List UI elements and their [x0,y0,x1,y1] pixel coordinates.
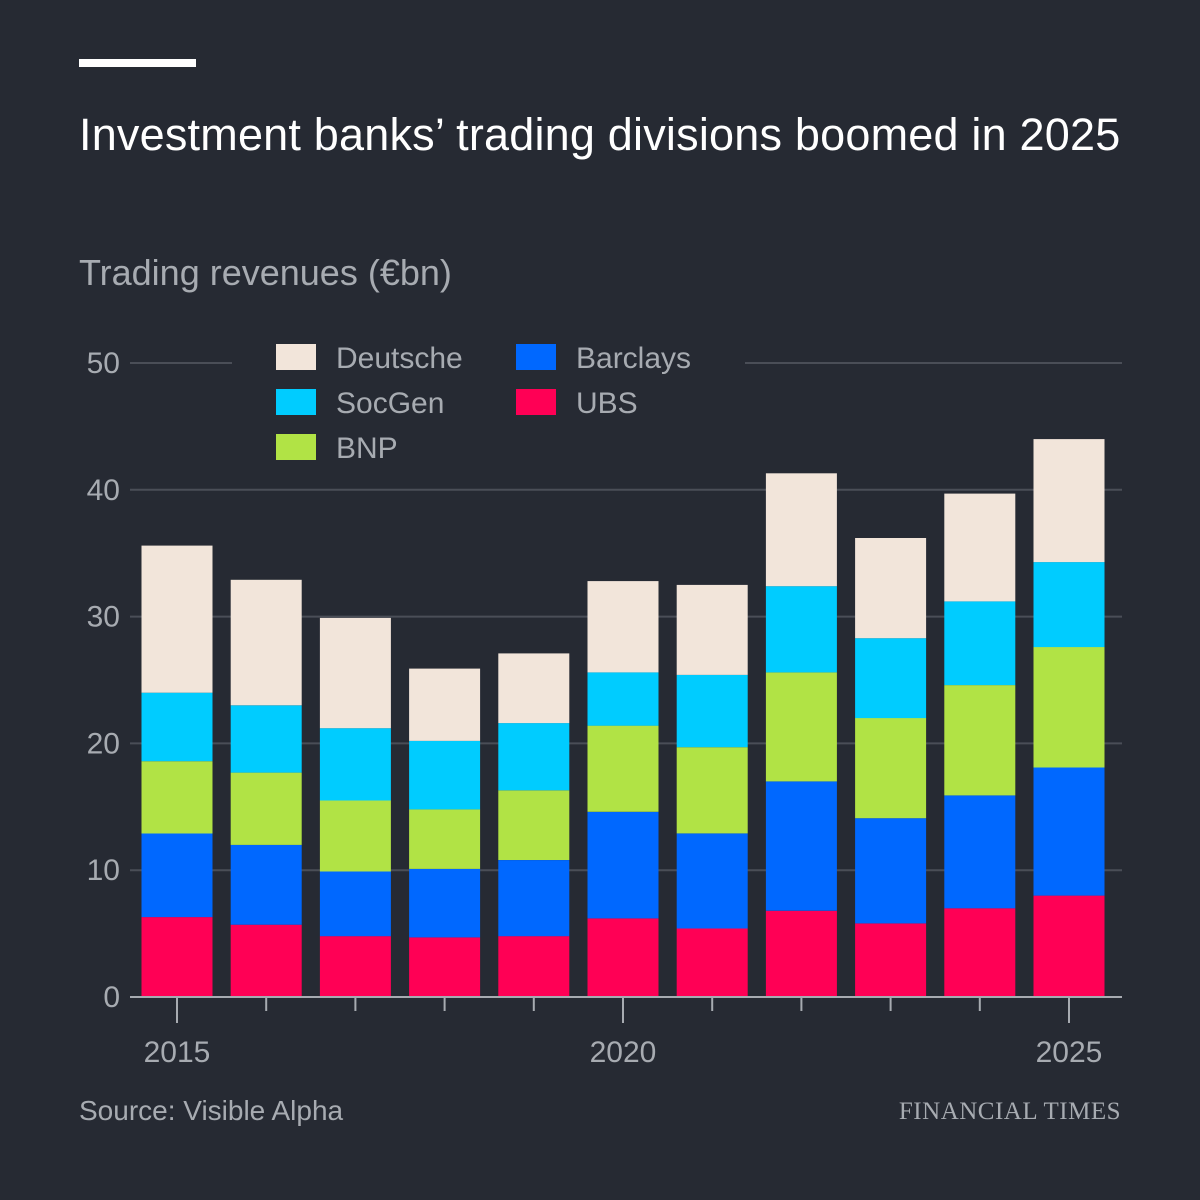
bar-segment-barclays-2017 [319,871,391,937]
y-tick-label: 30 [87,601,120,634]
bar-segment-barclays-2021 [676,833,748,929]
bar-segment-bnp-2019 [498,790,570,860]
source-note: Source: Visible Alpha [79,1095,344,1126]
bar-segment-socgen-2023 [855,638,927,719]
y-tick-label: 0 [103,981,120,1014]
legend-label-barclays: Barclays [576,342,691,375]
bar-segment-socgen-2022 [765,586,837,673]
bar-segment-socgen-2021 [676,674,748,748]
bar-segment-ubs-2020 [587,918,659,997]
bar-segment-socgen-2016 [230,705,302,773]
bar-segment-bnp-2021 [676,747,748,834]
bar-segment-ubs-2022 [765,910,837,997]
y-axis-labels: 0 10 20 30 40 50 [87,347,120,1014]
bar-segment-barclays-2025 [1033,767,1105,896]
bar-segment-deutsche-2018 [409,668,481,741]
bar-segment-deutsche-2016 [230,579,302,706]
bar-segment-socgen-2018 [409,740,481,810]
bar-segment-deutsche-2015 [141,545,213,693]
legend-label-socgen: SocGen [336,387,444,420]
bar-segment-deutsche-2025 [1033,439,1105,563]
bar-segment-bnp-2024 [944,685,1016,796]
legend: Deutsche SocGen BNP Barclays UBS [276,342,691,465]
x-tick-label: 2020 [590,1036,657,1069]
bar-segment-barclays-2024 [944,795,1016,909]
bar-segment-ubs-2015 [141,917,213,997]
bar-segment-bnp-2015 [141,761,213,834]
x-tick-label: 2025 [1036,1036,1103,1069]
ft-logo: Financial Times [898,1098,1121,1125]
bar-segment-socgen-2015 [141,692,213,762]
bar-segment-socgen-2025 [1033,562,1105,648]
bar-segment-bnp-2022 [765,672,837,782]
bar-segment-bnp-2025 [1033,647,1105,768]
bar-segment-barclays-2016 [230,844,302,925]
bar-segment-bnp-2023 [855,718,927,819]
legend-label-deutsche: Deutsche [336,342,463,375]
bar-segment-ubs-2017 [319,936,391,997]
bar-segment-barclays-2022 [765,781,837,911]
header-rule [79,59,196,67]
y-tick-label: 40 [87,474,120,507]
bar-segment-socgen-2020 [587,672,659,726]
legend-swatch-ubs [516,389,556,415]
bar-segment-deutsche-2024 [944,493,1016,602]
chart-title: Investment banks’ trading divisions boom… [79,109,1121,160]
bar-segment-deutsche-2020 [587,581,659,673]
bar-segment-bnp-2020 [587,725,659,812]
bar-segment-deutsche-2022 [765,473,837,587]
legend-swatch-bnp [276,434,316,460]
bar-segment-socgen-2024 [944,601,1016,686]
bar-segment-ubs-2021 [676,928,748,997]
legend-label-ubs: UBS [576,387,638,420]
bar-segment-deutsche-2019 [498,653,570,724]
y-tick-label: 20 [87,727,120,760]
y-tick-label: 10 [87,854,120,887]
bar-segment-deutsche-2017 [319,617,391,729]
bar-segment-bnp-2016 [230,772,302,845]
bar-segment-bnp-2018 [409,809,481,869]
legend-swatch-deutsche [276,344,316,370]
x-tick-label: 2015 [144,1036,211,1069]
y-tick-label: 50 [87,347,120,380]
bar-segment-socgen-2017 [319,728,391,801]
bar-segment-barclays-2015 [141,833,213,918]
bar-segment-ubs-2018 [409,937,481,997]
x-axis: 2015 2020 2025 [130,996,1122,1069]
bar-segment-ubs-2016 [230,924,302,997]
bar-segment-barclays-2020 [587,811,659,919]
stacked-bars [141,439,1105,997]
bar-segment-ubs-2019 [498,936,570,997]
bar-segment-ubs-2023 [855,923,927,997]
legend-swatch-socgen [276,389,316,415]
bar-segment-barclays-2019 [498,860,570,937]
legend-label-bnp: BNP [336,432,398,465]
bar-segment-ubs-2024 [944,908,1016,997]
bar-segment-ubs-2025 [1033,895,1105,997]
legend-swatch-barclays [516,344,556,370]
bar-segment-deutsche-2023 [855,538,927,639]
bar-segment-deutsche-2021 [676,584,748,675]
bar-segment-barclays-2023 [855,818,927,924]
bar-segment-barclays-2018 [409,868,481,938]
bar-segment-bnp-2017 [319,800,391,872]
chart-subtitle: Trading revenues (€bn) [79,252,452,293]
bar-segment-socgen-2019 [498,723,570,791]
